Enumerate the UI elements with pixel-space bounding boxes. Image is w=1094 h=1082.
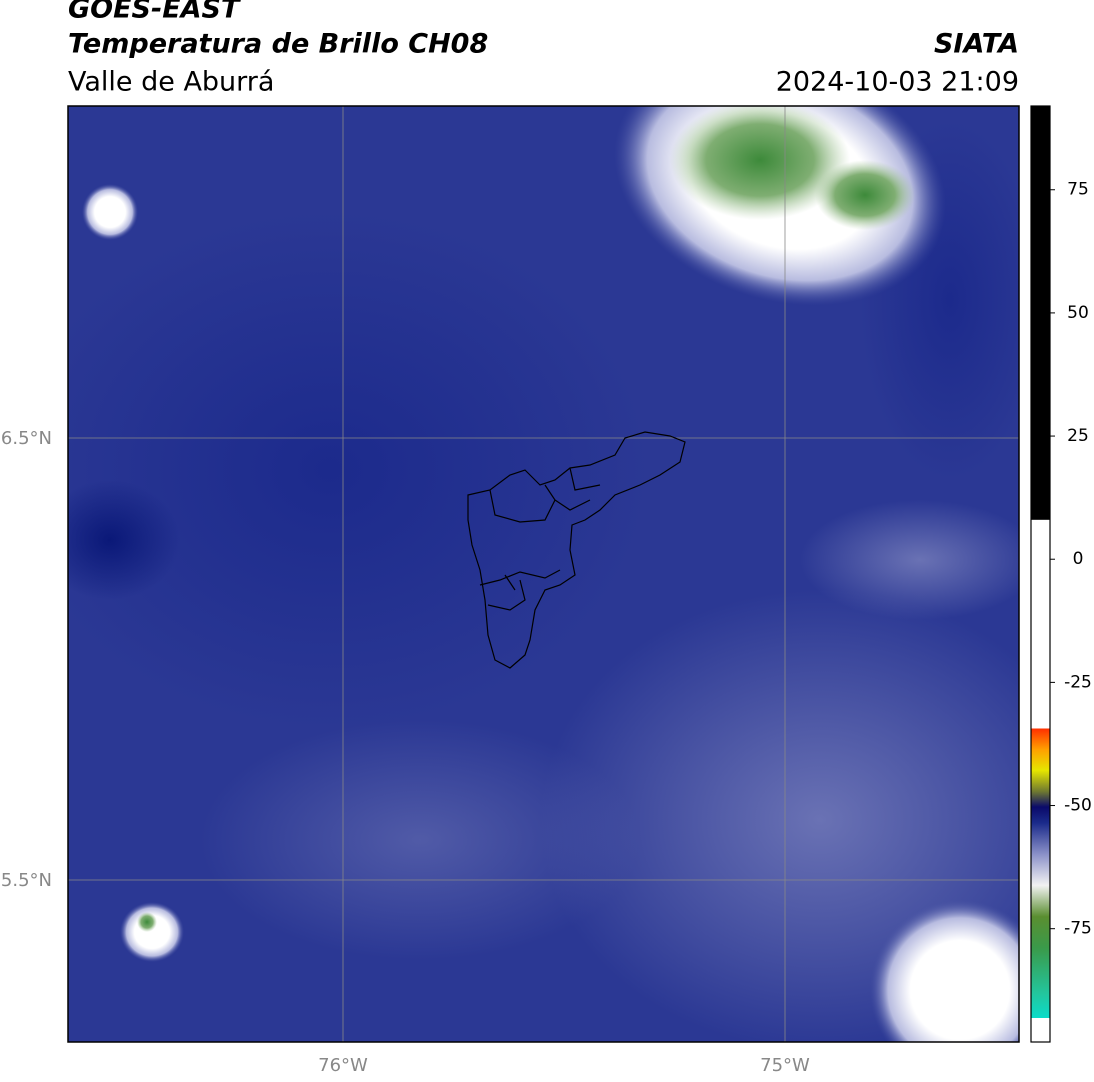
municipal-boundaries bbox=[467, 431, 686, 669]
lat-label: 5.5°N bbox=[1, 870, 52, 891]
colorbar-top bbox=[1031, 106, 1050, 520]
lon-label: 76°W bbox=[318, 1055, 368, 1076]
colorbar-tick-label: 75 bbox=[1067, 180, 1089, 200]
satellite-image bbox=[68, 106, 1019, 1042]
map-frame bbox=[67, 105, 1020, 1043]
colorbar-frame bbox=[1030, 105, 1051, 1043]
colorbar-white bbox=[1031, 1018, 1050, 1042]
colorbar-tick-label: 50 bbox=[1067, 303, 1089, 323]
colorbar-bottom bbox=[1031, 519, 1050, 1042]
colorbar-tick-label: -50 bbox=[1064, 796, 1092, 816]
colorbar-tick-label: -25 bbox=[1064, 672, 1092, 692]
source: SIATA bbox=[934, 29, 1019, 60]
colorbar-tick-label: 25 bbox=[1067, 426, 1089, 446]
timestamp: 2024-10-03 21:09 bbox=[776, 67, 1019, 98]
colorbar: 75 50 25 0 -25 -50 -75 bbox=[1030, 105, 1092, 1043]
subtitle: Temperatura de Brillo CH08 bbox=[68, 29, 488, 60]
colorbar-tick-label: -75 bbox=[1064, 919, 1092, 939]
colorbar-tick-label: 0 bbox=[1073, 549, 1084, 569]
lon-label: 75°W bbox=[760, 1055, 810, 1076]
title: GOES-EAST bbox=[68, 0, 242, 25]
region: Valle de Aburrá bbox=[68, 67, 274, 98]
lat-label: 6.5°N bbox=[1, 428, 52, 449]
